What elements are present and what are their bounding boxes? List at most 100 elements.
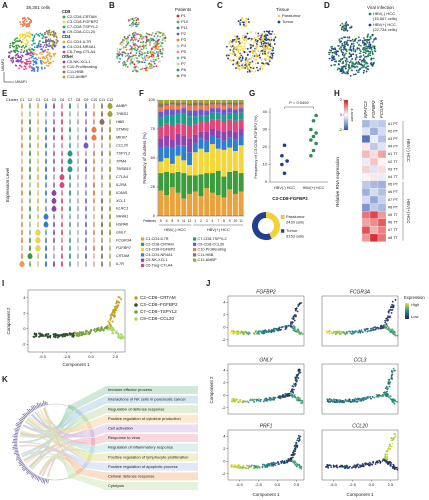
cell-dot bbox=[391, 303, 393, 306]
row-label: #3 PT bbox=[388, 137, 399, 141]
cell-dot bbox=[72, 334, 75, 337]
bar-segment bbox=[198, 131, 204, 139]
heat-cell bbox=[377, 218, 387, 227]
dot bbox=[280, 162, 284, 167]
bar-segment bbox=[192, 105, 198, 111]
bar-segment bbox=[187, 105, 192, 111]
bar-segment bbox=[210, 173, 215, 193]
cell-dot bbox=[359, 49, 361, 51]
cell-dot bbox=[19, 59, 21, 62]
heat-cell bbox=[361, 233, 371, 242]
cell-dot bbox=[152, 51, 154, 54]
cell-dot bbox=[23, 47, 26, 49]
cell-dot bbox=[254, 62, 257, 65]
cell-dot bbox=[365, 40, 368, 42]
cell-dot bbox=[157, 55, 160, 58]
cell-dot bbox=[151, 66, 153, 69]
cell-dot bbox=[353, 399, 356, 402]
violin bbox=[101, 150, 103, 157]
bar-segment bbox=[181, 124, 187, 136]
cell-dot bbox=[131, 62, 134, 65]
cell-dot bbox=[257, 50, 260, 52]
cell-dot bbox=[391, 329, 394, 331]
cell-dot bbox=[20, 23, 22, 26]
cell-dot bbox=[127, 19, 130, 22]
cell-dot bbox=[263, 329, 266, 332]
cell-dot bbox=[262, 463, 264, 466]
violin bbox=[109, 181, 111, 189]
cell-dot bbox=[130, 48, 133, 50]
bar-segment bbox=[187, 164, 192, 176]
cell-dot bbox=[9, 42, 12, 45]
cell-dot bbox=[377, 327, 379, 330]
violin bbox=[61, 157, 63, 165]
cell-dot bbox=[16, 37, 18, 39]
label: Patients bbox=[143, 219, 156, 223]
cell-dot bbox=[342, 48, 345, 51]
cell-dot bbox=[292, 459, 294, 462]
cell-dot bbox=[340, 70, 343, 73]
chord-ribbon bbox=[19, 444, 82, 468]
cell-dot bbox=[292, 385, 295, 388]
cell-dot bbox=[233, 38, 236, 41]
cell-dot bbox=[365, 396, 368, 399]
violin bbox=[93, 260, 95, 268]
cell-dot bbox=[46, 54, 49, 57]
cell-dot bbox=[361, 331, 364, 334]
cell-dot bbox=[149, 41, 152, 44]
cell-dot bbox=[359, 50, 362, 53]
cell-dot bbox=[356, 47, 359, 49]
x-tick-label: -5.0 bbox=[330, 482, 338, 487]
panel-letter: H bbox=[334, 89, 340, 98]
cell-dot bbox=[144, 67, 146, 70]
cell-dot bbox=[252, 43, 255, 45]
violin bbox=[29, 228, 31, 236]
legend-swatch bbox=[62, 45, 66, 49]
cell-dot bbox=[366, 46, 369, 48]
cell-dot bbox=[329, 51, 332, 54]
cell-dot bbox=[350, 43, 353, 46]
cell-dot bbox=[236, 67, 239, 70]
cell-dot bbox=[141, 67, 144, 70]
cell-dot bbox=[257, 69, 259, 72]
bar-segment bbox=[192, 100, 198, 103]
cell-dot bbox=[230, 330, 233, 332]
label: Low bbox=[411, 314, 418, 319]
heat-cell bbox=[361, 127, 371, 136]
bar-segment bbox=[210, 100, 215, 103]
cell-dot bbox=[328, 51, 330, 54]
cell-dot bbox=[353, 73, 355, 76]
cell-dot bbox=[131, 18, 134, 21]
legend-group: CD8 bbox=[62, 9, 71, 14]
cell-dot bbox=[292, 317, 295, 319]
bar-segment bbox=[187, 125, 192, 139]
cell-dot bbox=[239, 56, 242, 59]
cell-dot bbox=[136, 69, 138, 72]
gene-label: CCL20 bbox=[116, 144, 129, 148]
cell-dot bbox=[242, 34, 245, 37]
cell-dot bbox=[365, 47, 368, 50]
cell-dot bbox=[46, 32, 49, 35]
cell-dot bbox=[26, 43, 29, 45]
cell-dot bbox=[138, 52, 141, 55]
gene-tick bbox=[17, 422, 22, 425]
cell-dot bbox=[12, 42, 15, 45]
violin bbox=[29, 165, 31, 173]
cell-dot bbox=[139, 53, 142, 56]
cell-dot bbox=[239, 400, 242, 403]
y-tick-label: 75 bbox=[151, 126, 156, 131]
dot bbox=[314, 141, 318, 146]
cell-dot bbox=[257, 398, 260, 401]
cell-dot bbox=[342, 26, 345, 29]
cell-dot bbox=[356, 398, 358, 401]
cell-dot bbox=[237, 20, 240, 23]
cell-dot bbox=[151, 47, 153, 50]
violin bbox=[101, 252, 103, 260]
violin bbox=[69, 173, 71, 181]
cell-dot bbox=[292, 324, 295, 327]
violin bbox=[61, 221, 63, 228]
cell-dot bbox=[390, 311, 393, 314]
cell-dot bbox=[235, 37, 238, 40]
cell-dot bbox=[270, 54, 273, 57]
cell-dot bbox=[345, 331, 348, 334]
